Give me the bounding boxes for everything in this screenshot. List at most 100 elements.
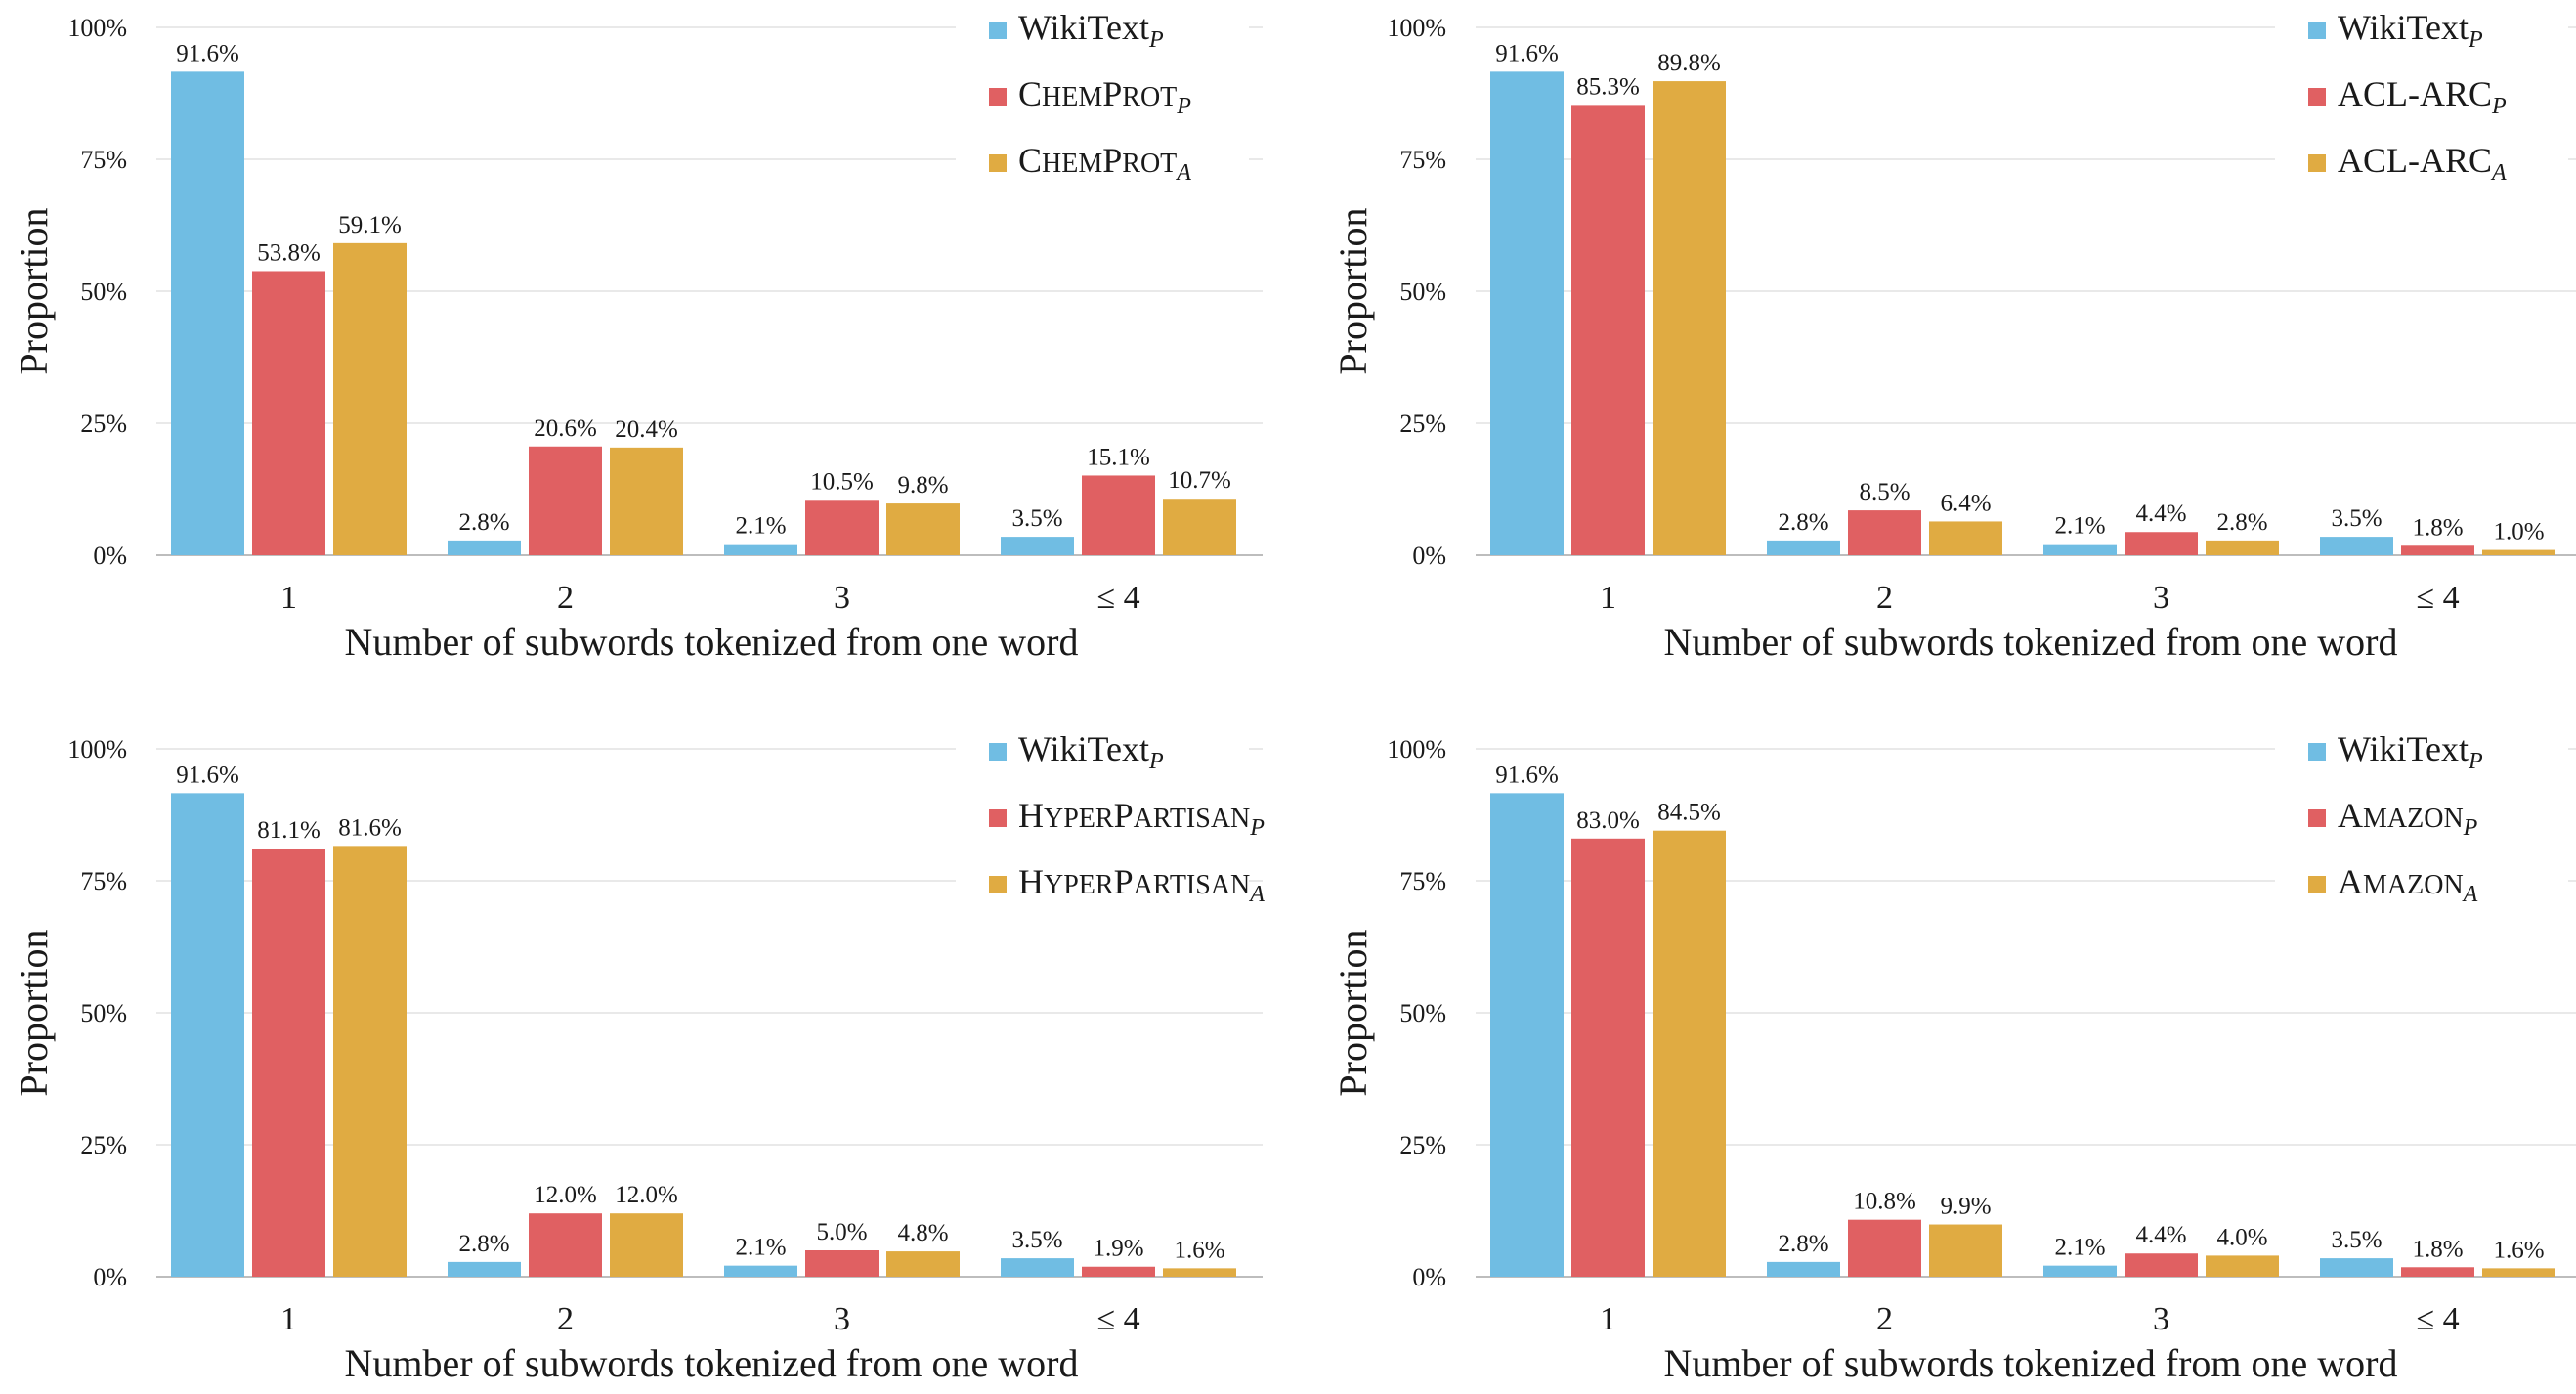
- data-label: 91.6%: [176, 762, 239, 788]
- data-label: 9.9%: [1940, 1194, 1991, 1220]
- data-label: 4.0%: [2216, 1224, 2267, 1250]
- x-axis-title: Number of subwords tokenized from one wo…: [1664, 1341, 2398, 1385]
- bar-1-1: [1490, 71, 1564, 556]
- y-axis-title: Proportion: [1331, 929, 1375, 1096]
- data-label: 3.5%: [1011, 505, 1062, 532]
- bar-1-3: [2043, 544, 2117, 555]
- x-tick-label: 1: [1600, 580, 1616, 616]
- bar-3-4: [1163, 499, 1236, 555]
- y-axis-title: Proportion: [1331, 207, 1375, 374]
- data-label: 5.0%: [816, 1219, 867, 1245]
- data-label: 85.3%: [1576, 73, 1640, 100]
- data-label: 84.5%: [1657, 800, 1721, 826]
- bar-2-4: [1082, 1266, 1155, 1277]
- bar-1-4: [1001, 1258, 1074, 1277]
- bar-2-2: [1848, 1219, 1921, 1277]
- y-tick-label: 50%: [1399, 278, 1446, 306]
- legend-entry-1: WikiTextP: [1018, 8, 1164, 53]
- x-tick-label: 2: [1876, 580, 1893, 616]
- bar-2-1: [252, 271, 325, 555]
- y-tick-label: 50%: [1399, 999, 1446, 1027]
- x-tick-label: 2: [557, 580, 574, 616]
- data-label: 4.8%: [897, 1220, 948, 1246]
- bar-2-1: [252, 849, 325, 1277]
- bar-1-2: [448, 1261, 521, 1277]
- data-label: 1.6%: [1174, 1237, 1224, 1263]
- y-tick-label: 100%: [67, 735, 127, 763]
- legend-swatch: [989, 22, 1007, 39]
- data-label: 9.8%: [897, 472, 948, 499]
- x-tick-label: 3: [2153, 580, 2169, 616]
- legend-entry-2: ACL-ARCP: [2338, 74, 2507, 119]
- data-label: 3.5%: [2331, 1227, 2382, 1253]
- bar-1-3: [724, 544, 797, 555]
- data-label: 83.0%: [1576, 807, 1640, 834]
- legend-entry-3: HYPERPARTISANA: [1018, 862, 1265, 907]
- bar-1-4: [1001, 537, 1074, 555]
- x-tick-label: ≤ 4: [1096, 580, 1139, 616]
- bar-3-3: [2206, 540, 2279, 555]
- y-tick-label: 0%: [93, 1263, 127, 1291]
- x-tick-label: 1: [280, 580, 297, 616]
- legend-swatch: [989, 88, 1007, 106]
- legend-entry-1: WikiTextP: [2338, 729, 2483, 774]
- x-axis-title: Number of subwords tokenized from one wo…: [1664, 620, 2398, 664]
- y-tick-label: 100%: [67, 14, 127, 42]
- bar-3-1: [1653, 830, 1726, 1277]
- y-tick-label: 25%: [80, 1131, 127, 1159]
- data-label: 10.7%: [1168, 467, 1231, 494]
- legend-entry-1: WikiTextP: [1018, 729, 1164, 774]
- bar-3-1: [333, 846, 407, 1277]
- x-axis-title: Number of subwords tokenized from one wo…: [345, 1341, 1079, 1385]
- bar-1-2: [1767, 540, 1840, 555]
- bar-3-4: [1163, 1268, 1236, 1277]
- x-tick-label: 1: [1600, 1301, 1616, 1337]
- bar-2-3: [2125, 532, 2198, 555]
- bar-2-4: [2401, 545, 2474, 555]
- x-tick-label: 3: [2153, 1301, 2169, 1337]
- legend-swatch: [989, 809, 1007, 827]
- bar-2-3: [2125, 1253, 2198, 1277]
- bar-3-1: [1653, 81, 1726, 555]
- legend-swatch: [989, 154, 1007, 172]
- bar-2-1: [1571, 105, 1645, 555]
- y-tick-label: 0%: [1412, 542, 1446, 570]
- data-label: 3.5%: [1011, 1227, 1062, 1253]
- y-tick-label: 25%: [1399, 410, 1446, 438]
- bar-3-4: [2482, 549, 2555, 555]
- bar-3-1: [333, 242, 407, 556]
- x-tick-label: 2: [557, 1301, 574, 1337]
- bar-1-1: [1490, 793, 1564, 1277]
- bar-1-2: [1767, 1261, 1840, 1277]
- data-label: 20.6%: [534, 415, 597, 442]
- x-tick-label: 3: [834, 1301, 850, 1337]
- y-axis-title: Proportion: [12, 207, 56, 374]
- bar-3-2: [1929, 1224, 2002, 1277]
- bar-3-2: [610, 1213, 683, 1277]
- y-tick-label: 25%: [1399, 1131, 1446, 1159]
- bar-3-2: [610, 447, 683, 555]
- data-label: 59.1%: [338, 212, 402, 239]
- data-label: 1.8%: [2412, 514, 2463, 541]
- data-label: 6.4%: [1940, 490, 1991, 516]
- x-tick-label: ≤ 4: [2416, 1301, 2459, 1337]
- legend-entry-3: CHEMPROTA: [1018, 141, 1191, 186]
- data-label: 3.5%: [2331, 505, 2382, 532]
- chart-panel-2: 0% 25% 50% 75% 100% 91.6% 2.8% 2.1% 3.5% 85.3% 8.5…: [1331, 6, 2576, 664]
- legend-entry-3: ACL-ARCA: [2338, 141, 2507, 186]
- data-label: 4.4%: [2135, 501, 2186, 527]
- bar-1-3: [724, 1265, 797, 1277]
- bar-1-1: [171, 71, 244, 556]
- bar-2-4: [1082, 475, 1155, 555]
- data-label: 2.1%: [2054, 1235, 2105, 1261]
- x-tick-label: ≤ 4: [2416, 580, 2459, 616]
- legend-swatch: [2308, 809, 2326, 827]
- data-label: 91.6%: [176, 40, 239, 66]
- legend-entry-1: WikiTextP: [2338, 8, 2483, 53]
- legend-entry-2: CHEMPROTP: [1018, 74, 1191, 119]
- data-label: 4.4%: [2135, 1222, 2186, 1248]
- data-label: 1.6%: [2493, 1237, 2544, 1263]
- bar-2-3: [805, 500, 879, 555]
- data-label: 2.8%: [2216, 509, 2267, 536]
- y-tick-label: 50%: [80, 999, 127, 1027]
